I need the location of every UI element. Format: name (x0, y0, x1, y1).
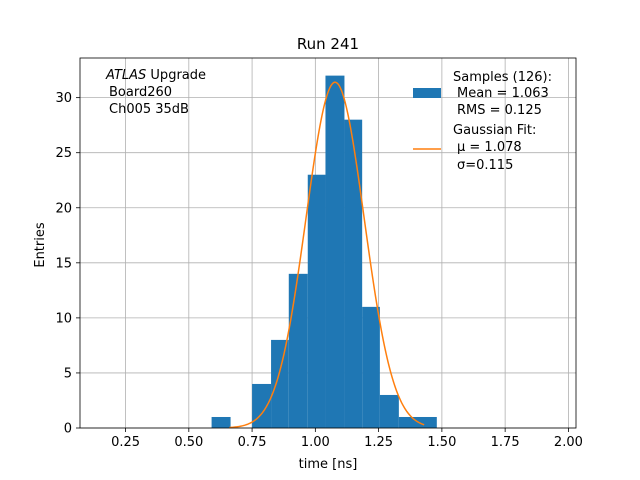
y-tick-label: 25 (55, 146, 72, 161)
histogram-bar (362, 306, 380, 428)
legend: Samples (126): Mean = 1.063 RMS = 0.125 … (413, 70, 552, 173)
x-axis-ticks: 0.25 0.50 0.75 1.00 1.25 1.50 1.75 2.00 (111, 428, 583, 450)
x-tick-label: 0.25 (111, 435, 140, 450)
x-tick-label: 1.25 (364, 435, 393, 450)
histogram-bar (379, 394, 399, 428)
y-axis-label: Entries (33, 222, 48, 268)
annotation: ATLAS Upgrade Board260 Ch005 35dB (105, 68, 206, 117)
histogram-bar (307, 174, 326, 428)
annotation-line-2: Board260 (109, 85, 172, 100)
y-tick-label: 5 (64, 366, 72, 381)
legend-histogram-label-1: Samples (126): (453, 70, 552, 85)
histogram-bar (252, 383, 272, 428)
y-tick-label: 20 (55, 201, 72, 216)
gaussian-fit-curve (229, 81, 425, 429)
x-tick-label: 1.75 (491, 435, 520, 450)
x-tick-label: 0.75 (238, 435, 267, 450)
legend-fit-label-3: σ=0.115 (457, 158, 513, 173)
y-tick-label: 30 (55, 91, 72, 106)
legend-fit-label-2: μ = 1.078 (457, 140, 522, 155)
histogram-bar (288, 273, 308, 428)
plot-frame (79, 57, 577, 429)
x-tick-label: 0.50 (174, 435, 203, 450)
y-axis-ticks: 0 5 10 15 20 25 30 (55, 91, 80, 437)
annotation-line-1: ATLAS Upgrade (105, 68, 206, 83)
histogram-bar (271, 339, 289, 428)
histogram-bar (211, 416, 231, 428)
legend-fit-label-1: Gaussian Fit: (453, 123, 536, 138)
histogram-bar (325, 75, 345, 428)
histogram-bars (211, 75, 437, 429)
histogram-bar (344, 119, 363, 429)
legend-histogram-label-2: Mean = 1.063 (457, 86, 549, 101)
y-tick-label: 0 (64, 422, 72, 437)
x-tick-label: 2.00 (554, 435, 583, 450)
y-tick-label: 15 (55, 256, 72, 271)
y-tick-label: 10 (55, 311, 72, 326)
legend-histogram-label-3: RMS = 0.125 (457, 103, 542, 118)
annotation-italic-prefix: ATLAS (105, 68, 146, 83)
x-tick-label: 1.00 (301, 435, 330, 450)
chart-title: Run 241 (297, 35, 359, 53)
x-axis-label: time [ns] (299, 457, 358, 472)
annotation-line-3: Ch005 35dB (109, 102, 189, 117)
legend-histogram-swatch (413, 88, 441, 98)
annotation-line-1-text: Upgrade (150, 68, 206, 83)
x-tick-label: 1.50 (427, 435, 456, 450)
